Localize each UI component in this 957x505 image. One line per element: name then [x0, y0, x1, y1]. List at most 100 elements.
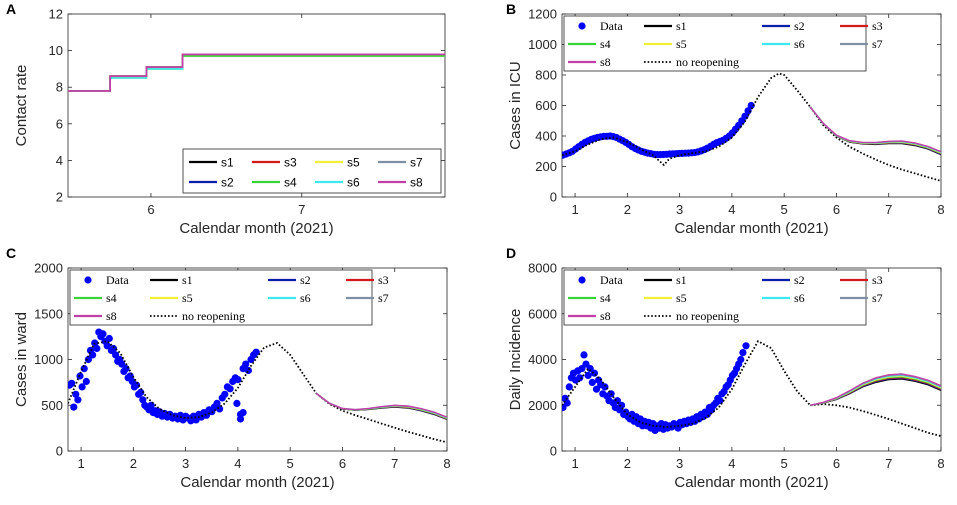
- data-point: [239, 409, 247, 417]
- y-tick-label: 4: [56, 153, 63, 168]
- y-tick-label: 2: [56, 190, 63, 205]
- data-point: [613, 397, 622, 405]
- legend-label-s8: s8: [106, 309, 117, 323]
- data-point: [744, 107, 752, 115]
- y-axis-label: Cases in ward: [13, 312, 30, 407]
- data-point: [74, 396, 82, 404]
- model-fit-line: [68, 340, 318, 420]
- x-tick-label: 6: [833, 202, 840, 217]
- plot-area: [68, 328, 447, 444]
- data-point: [586, 365, 594, 373]
- legend-label-s6: s6: [794, 291, 805, 305]
- data-point: [122, 365, 130, 373]
- data-point: [580, 351, 588, 359]
- data-point: [252, 348, 260, 356]
- y-tick-label: 6000: [528, 306, 557, 321]
- data-point: [739, 349, 747, 357]
- data-point: [216, 405, 224, 413]
- x-tick-label: 5: [287, 456, 294, 471]
- y-tick-label: 8000: [528, 261, 557, 276]
- legend-swatch-data: [578, 22, 586, 30]
- y-tick-label: 1500: [34, 306, 63, 321]
- y-tick-label: 10: [49, 43, 63, 58]
- x-tick-label: 7: [391, 456, 398, 471]
- data-point: [584, 371, 592, 380]
- x-tick-label: 1: [571, 456, 578, 471]
- y-tick-label: 1200: [528, 7, 557, 22]
- series-line-s8: [315, 392, 447, 418]
- legend-label-s2: s2: [221, 176, 234, 190]
- data-point: [590, 369, 599, 377]
- x-tick-label: 6: [147, 202, 154, 217]
- legend-label-s8: s8: [410, 176, 423, 190]
- legend-box: [563, 269, 867, 326]
- y-tick-label: 2000: [528, 398, 557, 413]
- x-tick-label: 8: [937, 202, 944, 217]
- legend-label-s1: s1: [676, 273, 687, 287]
- legend-label-s3: s3: [872, 19, 883, 33]
- legend-label-Data: Data: [600, 273, 623, 287]
- y-axis-label: Cases in ICU: [507, 61, 524, 149]
- series-line-no-reopening: [810, 403, 941, 437]
- data-point: [89, 351, 97, 359]
- x-tick-label: 4: [728, 202, 735, 217]
- y-axis-label: Contact rate: [13, 65, 30, 147]
- data-point: [68, 379, 76, 387]
- series-line-s8: [68, 53, 445, 92]
- legend-label-s3: s3: [284, 156, 297, 170]
- y-tick-label: 500: [41, 398, 63, 413]
- x-tick-label: 5: [781, 456, 788, 471]
- legend-label-s1: s1: [182, 273, 193, 287]
- x-tick-label: 3: [676, 456, 683, 471]
- series-line-s8: [810, 373, 941, 406]
- y-axis-label: Daily Incidence: [507, 309, 524, 411]
- legend-box: [563, 15, 867, 72]
- plot-area: [562, 72, 941, 182]
- legend-label-s7: s7: [872, 291, 883, 305]
- data-point: [576, 374, 584, 382]
- legend-label-s5: s5: [347, 156, 360, 170]
- panel-letter: D: [506, 245, 516, 261]
- series-line-no-reopening: [315, 392, 447, 444]
- data-point: [742, 342, 750, 350]
- x-tick-label: 8: [443, 456, 450, 471]
- legend-label-s4: s4: [600, 37, 611, 51]
- legend-label-s1: s1: [221, 156, 234, 170]
- x-tick-label: 3: [182, 456, 189, 471]
- legend-label-s2: s2: [300, 273, 311, 287]
- panel-letter: A: [6, 1, 16, 17]
- x-axis-label: Calendar month (2021): [674, 474, 828, 491]
- data-point: [82, 377, 90, 386]
- legend-box: [182, 148, 442, 194]
- data-point: [103, 342, 111, 350]
- data-point: [78, 383, 86, 391]
- y-tick-label: 4000: [528, 352, 557, 367]
- legend-label-no-reopening: no reopening: [676, 309, 739, 323]
- x-tick-label: 7: [298, 202, 305, 217]
- data-point: [109, 344, 118, 353]
- legend-label-s4: s4: [284, 176, 297, 190]
- legend-label-s4: s4: [600, 291, 611, 305]
- x-tick-label: 6: [339, 456, 346, 471]
- legend-label-s5: s5: [182, 291, 193, 305]
- x-tick-label: 2: [130, 456, 137, 471]
- legend-label-s7: s7: [410, 156, 423, 170]
- data-point: [565, 383, 573, 391]
- legend-label-no-reopening: no reopening: [676, 55, 739, 69]
- panel-a: A 6 7 2 4 6 8 10 12 Calendar month (2021) Contact …: [6, 1, 446, 237]
- legend-label-s6: s6: [300, 291, 311, 305]
- panel-b: B 1 2 3 4 5 6 7 8 0 200 400 600 800 1000 1200 Calendar m…: [506, 1, 945, 237]
- legend-box: [69, 269, 373, 326]
- x-tick-label: 5: [781, 202, 788, 217]
- data-point: [582, 360, 590, 368]
- data-point: [221, 390, 229, 398]
- panel-letter: B: [506, 1, 516, 17]
- legend: Data s1 s2 s3 s4 s5 s6 s7 s8 no reopening: [69, 269, 389, 326]
- x-tick-label: 2: [624, 456, 631, 471]
- legend-swatch-data: [84, 276, 92, 284]
- data-point: [112, 351, 120, 359]
- x-tick-label: 2: [624, 202, 631, 217]
- data-point: [588, 378, 596, 386]
- panel-letter: C: [6, 245, 16, 261]
- x-axis-label: Calendar month (2021): [179, 220, 333, 237]
